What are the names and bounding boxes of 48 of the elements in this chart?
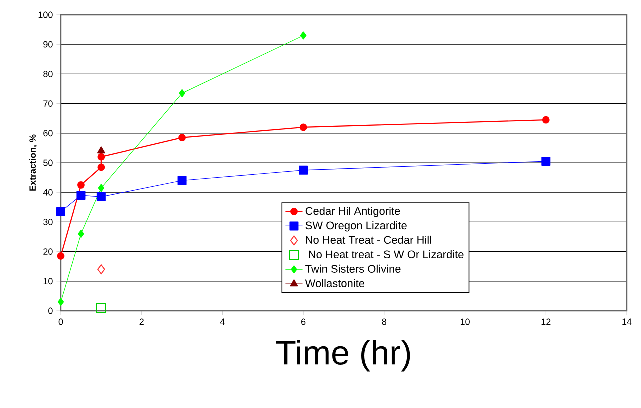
x-tick-label: 8 bbox=[382, 318, 387, 326]
x-tick-label: 12 bbox=[542, 318, 551, 326]
y-tick-label: 90 bbox=[44, 41, 53, 48]
legend-label: SW Oregon Lizardite bbox=[306, 221, 407, 232]
x-tick-label: 0 bbox=[58, 318, 64, 326]
point bbox=[98, 184, 105, 192]
point bbox=[57, 252, 65, 260]
legend-label: No Heat Treat - Cedar Hill bbox=[306, 236, 432, 244]
y-axis-title: Extraction, % bbox=[29, 134, 38, 191]
y-tick-label: 50 bbox=[44, 160, 53, 166]
legend-label: Cedar Hil Antigorite bbox=[306, 207, 400, 218]
x-axis-title: Time (hr) bbox=[276, 340, 410, 372]
y-tick-label: 30 bbox=[44, 219, 53, 226]
point bbox=[542, 116, 550, 124]
y-tick-label: 70 bbox=[44, 100, 53, 107]
point bbox=[78, 182, 85, 189]
point bbox=[178, 176, 187, 186]
x-tick-label: 14 bbox=[622, 318, 632, 325]
point bbox=[96, 303, 106, 314]
y-tick-label: 20 bbox=[44, 248, 53, 255]
point bbox=[78, 230, 84, 238]
point bbox=[98, 264, 106, 275]
legend-label: Twin Sisters Olivine bbox=[306, 264, 401, 273]
y-tick-label: 40 bbox=[43, 189, 53, 196]
point bbox=[76, 191, 86, 200]
point bbox=[179, 89, 186, 98]
x-tick-label: 4 bbox=[220, 318, 225, 325]
x-tick-label: 6 bbox=[302, 318, 306, 326]
point bbox=[97, 146, 106, 154]
y-tick-label: 0 bbox=[48, 308, 53, 314]
point bbox=[98, 164, 106, 172]
point bbox=[300, 32, 307, 40]
point bbox=[299, 166, 308, 175]
point bbox=[178, 134, 186, 142]
point bbox=[96, 192, 106, 202]
y-tick-label: 100 bbox=[38, 12, 53, 18]
y-tick-label: 80 bbox=[44, 71, 53, 78]
point bbox=[58, 298, 64, 306]
point bbox=[300, 124, 308, 132]
y-tick-label: 10 bbox=[44, 278, 53, 285]
legend-label: No Heat treat - S W Or Lizardite bbox=[309, 250, 464, 259]
point bbox=[542, 157, 551, 166]
legend-label: Wollastonite bbox=[305, 279, 365, 288]
x-tick-label: 2 bbox=[140, 318, 144, 326]
point bbox=[98, 153, 106, 161]
y-tick-label: 60 bbox=[44, 130, 53, 137]
point bbox=[56, 207, 66, 216]
x-tick-label: 10 bbox=[460, 318, 470, 326]
